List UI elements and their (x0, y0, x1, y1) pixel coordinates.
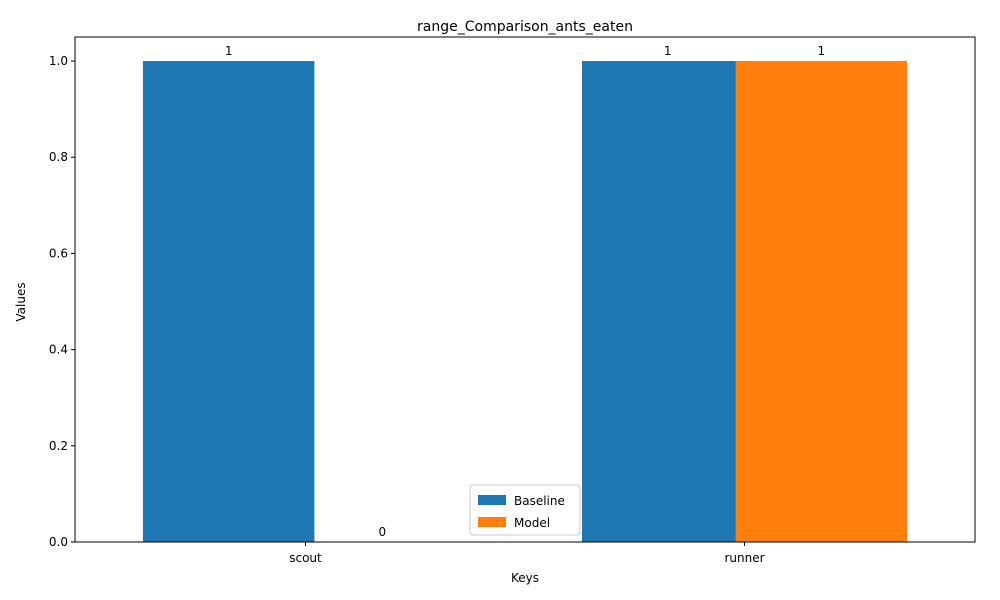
bar-value-label: 1 (225, 44, 233, 58)
legend-swatch-model (478, 517, 506, 527)
bar-baseline-scout (142, 61, 315, 543)
x-tick-label-scout: scout (289, 551, 322, 565)
y-tick-label: 0.8 (49, 150, 68, 164)
y-axis: 0.0 0.2 0.4 0.6 0.8 1.0 (49, 54, 75, 549)
y-tick-label: 0.6 (49, 246, 68, 260)
y-tick-label: 1.0 (49, 54, 68, 68)
bar-model-runner (735, 61, 908, 543)
legend: Baseline Model (469, 484, 581, 536)
x-tick-label-runner: runner (724, 551, 764, 565)
y-tick-label: 0.2 (49, 439, 68, 453)
bar-value-label: 1 (818, 44, 826, 58)
legend-label-model: Model (514, 516, 550, 530)
plot-frame (74, 36, 976, 543)
x-axis-label: Keys (511, 571, 539, 585)
chart-title: range_Comparison_ants_eaten (417, 19, 633, 35)
x-axis: scout runner (289, 542, 765, 565)
y-axis-label: Values (14, 282, 28, 321)
bars-layer (142, 61, 908, 543)
y-tick-label: 0.0 (49, 535, 68, 549)
bar-labels-layer: 1 0 1 1 (225, 44, 825, 539)
bar-value-label: 0 (378, 525, 386, 539)
legend-swatch-baseline (478, 495, 506, 505)
bar-value-label: 1 (664, 44, 672, 58)
bar-baseline-runner (581, 61, 754, 543)
legend-label-baseline: Baseline (514, 494, 565, 508)
y-tick-label: 0.4 (49, 343, 68, 357)
